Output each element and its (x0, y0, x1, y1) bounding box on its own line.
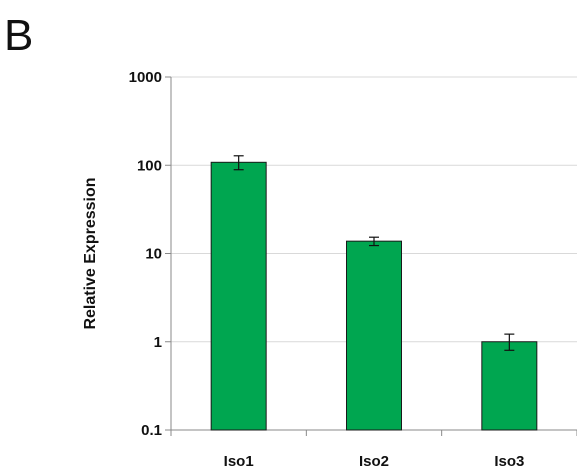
x-tick-label: Iso2 (359, 453, 389, 470)
y-axis: 0.1 1 10 100 1000 (129, 69, 172, 439)
bar-iso1 (210, 161, 267, 431)
bars (210, 161, 538, 431)
y-tick-label: 0.1 (141, 422, 162, 439)
x-axis: Iso1 Iso2 Iso3 (170, 429, 577, 470)
y-tick-label: 100 (137, 157, 162, 174)
y-tick-label: 1 (154, 334, 162, 351)
panel-label: B (4, 11, 33, 60)
y-axis-label: Relative Expression (82, 177, 99, 329)
bar-iso2 (346, 240, 402, 431)
y-tick-label: 10 (145, 246, 162, 263)
x-tick-label: Iso1 (224, 453, 254, 470)
x-tick-label: Iso3 (494, 453, 524, 470)
y-tick-label: 1000 (129, 69, 162, 86)
error-bars (233, 155, 515, 351)
bar-iso3 (481, 341, 538, 431)
